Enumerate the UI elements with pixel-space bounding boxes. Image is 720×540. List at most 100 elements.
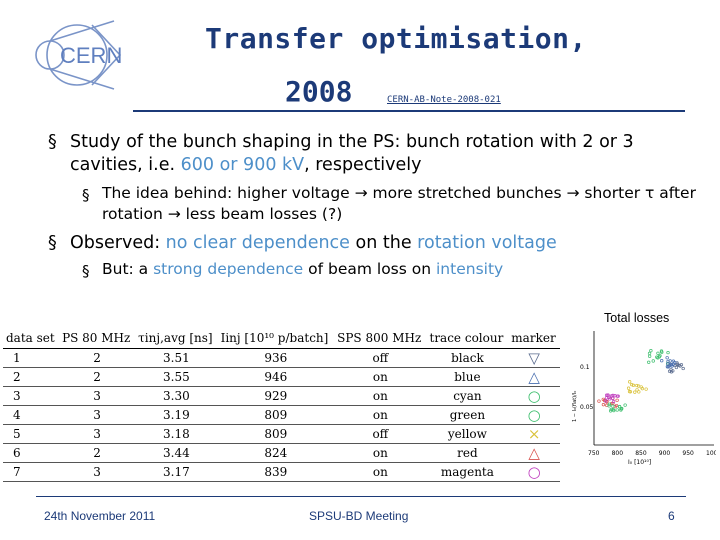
table-cell-sps: off [334, 424, 427, 444]
table-row: 7 3 3.17 839 on magenta ○ [3, 462, 560, 482]
data-point [647, 360, 651, 364]
data-point [660, 359, 664, 363]
table-cell-iinj: 946 [217, 367, 335, 387]
data-point [675, 362, 680, 367]
table-cell-set: 3 [3, 386, 60, 406]
data-point [656, 351, 660, 355]
table-cell-sps: on [334, 405, 427, 425]
data-point [607, 404, 611, 408]
table-cell-colour: red [426, 443, 509, 463]
data-point [619, 408, 623, 412]
table-cell-iinj: 929 [217, 386, 335, 406]
table-row: 5 3 3.18 809 off yellow × [3, 424, 560, 444]
table-cell-sps: off [334, 348, 427, 368]
slide-title-line2: 2008 [285, 75, 353, 108]
data-point [611, 399, 616, 404]
sub-bullet-text-1: The idea behind: higher voltage → more s… [102, 184, 696, 223]
data-set-table: data set PS 80 MHz τinj,avg [ns] Iinj [1… [3, 328, 560, 482]
y-tick-label: 0.1 [580, 364, 590, 371]
column-header: trace colour [426, 328, 509, 349]
data-point [636, 384, 641, 388]
table-cell-sps: on [334, 443, 427, 463]
data-point [666, 359, 670, 364]
data-point [647, 351, 652, 356]
data-point [651, 359, 655, 363]
x-axis-label: I₀ [10¹⁰] [628, 459, 651, 466]
data-point [628, 380, 632, 384]
data-point [611, 407, 615, 412]
x-tick-label: 800 [612, 450, 624, 457]
sub-bullet-marker: § [82, 186, 90, 204]
data-point [611, 396, 615, 400]
data-point [603, 399, 608, 403]
table-cell-marker: △ [508, 443, 560, 463]
table-cell-colour: yellow [426, 424, 509, 444]
table-cell-tau: 3.51 [135, 348, 218, 368]
table-row: 6 2 3.44 824 on red △ [3, 443, 560, 463]
data-point [665, 356, 669, 360]
y-axis-label: 1 − I₀(flat)/I₀ [572, 391, 578, 422]
table-cell-iinj: 809 [217, 405, 335, 425]
table-cell-iinj: 809 [217, 424, 335, 444]
y-tick-label: 0.05 [580, 404, 594, 411]
data-point [671, 362, 676, 366]
data-point [607, 402, 612, 406]
footer-date: 24th November 2011 [44, 509, 156, 523]
data-point [601, 403, 606, 407]
data-point [669, 363, 674, 367]
data-point [626, 386, 631, 390]
x-tick-label: 750 [588, 450, 600, 457]
data-point [635, 388, 639, 392]
table-cell-tau: 3.18 [135, 424, 218, 444]
table-cell-ps: 3 [59, 405, 136, 425]
data-point [608, 409, 613, 413]
data-point [671, 369, 675, 373]
table-cell-marker: ○ [508, 386, 560, 406]
column-header: τinj,avg [ns] [135, 328, 218, 349]
sub-bullet-text-2: But: a strong dependence of beam loss on… [102, 260, 504, 278]
table-cell-ps: 2 [59, 443, 136, 463]
table-cell-marker: ○ [508, 462, 560, 482]
table-cell-colour: cyan [426, 386, 509, 406]
column-header: PS 80 MHz [59, 328, 136, 349]
x-tick-label: 900 [659, 450, 671, 457]
data-point [649, 349, 653, 353]
data-point [668, 359, 672, 363]
table-cell-colour: magenta [426, 462, 509, 482]
data-point [648, 354, 652, 358]
data-point [617, 405, 622, 409]
data-point [630, 382, 634, 387]
note-reference-link[interactable]: CERN-AB-Note-2008-021 [387, 95, 501, 105]
column-header: marker [508, 328, 560, 349]
data-point [667, 369, 672, 373]
data-point [633, 390, 637, 394]
table-cell-tau: 3.55 [135, 367, 218, 387]
table-header-row: data set PS 80 MHz τinj,avg [ns] Iinj [1… [3, 328, 560, 349]
table-cell-ps: 3 [59, 386, 136, 406]
bullet-marker: § [48, 132, 57, 152]
table-cell-ps: 3 [59, 424, 136, 444]
footer-meeting: SPSU-BD Meeting [309, 509, 409, 523]
table-cell-marker: △ [508, 367, 560, 387]
slide-title-line1: Transfer optimisation, [205, 22, 587, 55]
table-cell-sps: on [334, 386, 427, 406]
data-point [614, 403, 619, 408]
table-row: 3 3 3.30 929 on cyan ○ [3, 386, 560, 406]
sub-bullet-marker: § [82, 262, 90, 280]
title-underline [133, 110, 685, 112]
column-header: data set [3, 328, 60, 349]
x-tick-label: 850 [635, 450, 647, 457]
data-point [660, 350, 664, 354]
table-cell-iinj: 936 [217, 348, 335, 368]
table-cell-iinj: 824 [217, 443, 335, 463]
table-cell-set: 5 [3, 424, 60, 444]
x-tick-label: 950 [682, 450, 694, 457]
table-cell-ps: 3 [59, 462, 136, 482]
table-cell-set: 1 [3, 348, 60, 368]
column-header: SPS 800 MHz [334, 328, 427, 349]
table-cell-sps: on [334, 462, 427, 482]
bullet-text-2: Observed: no clear dependence on the rot… [70, 233, 557, 253]
column-header: Iinj [10¹⁰ p/batch] [217, 328, 335, 349]
